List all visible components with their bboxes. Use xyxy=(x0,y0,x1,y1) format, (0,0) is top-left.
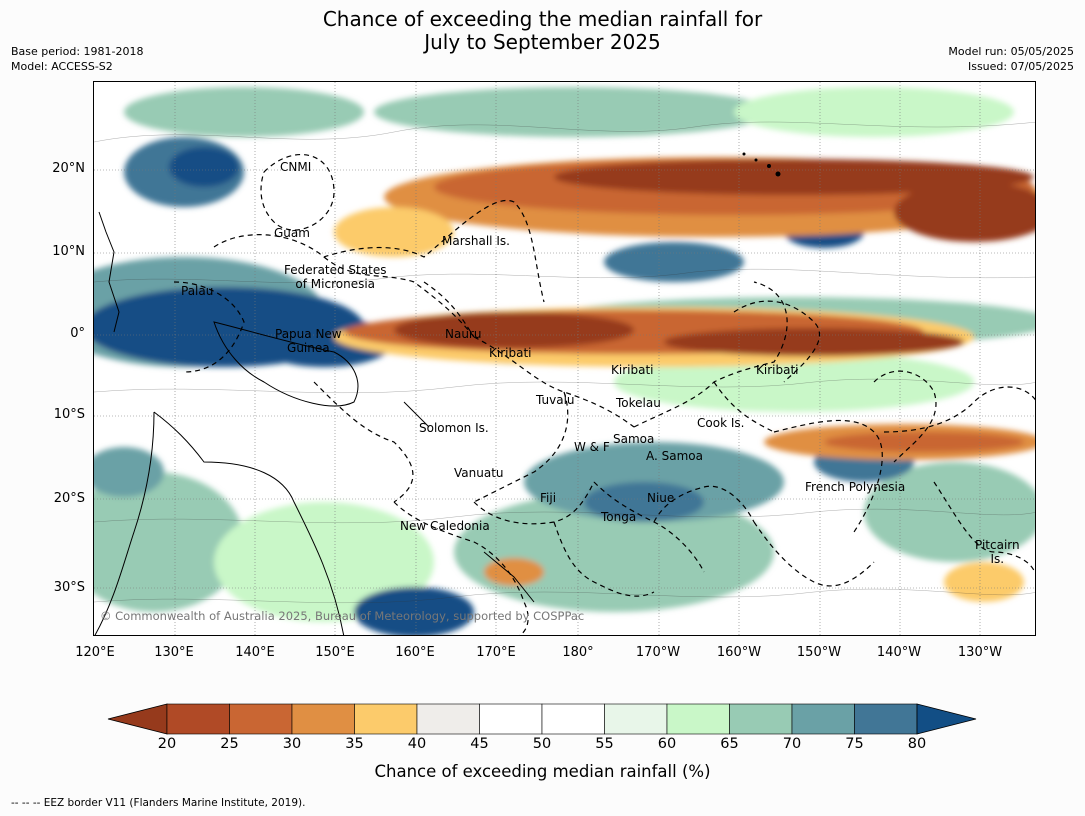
colorbar-extension-low xyxy=(107,703,168,735)
eez-footnote: -- -- -- EEZ border V11 (Flanders Marine… xyxy=(11,797,306,809)
colorbar-segment xyxy=(354,703,418,735)
colorbar-tick-label: 65 xyxy=(720,736,739,752)
label-marshall-islands: Marshall Is. xyxy=(442,234,510,248)
lon-tick-170e: 170°E xyxy=(476,645,516,660)
colorbar-segment xyxy=(604,703,668,735)
label-solomon-islands: Solomon Is. xyxy=(419,421,489,435)
label-wallis-futuna: W & F xyxy=(574,440,610,454)
colorbar xyxy=(107,703,977,735)
label-vanuatu: Vanuatu xyxy=(454,466,504,480)
graticule xyxy=(94,82,1035,635)
copyright-notice: © Commonwealth of Australia 2025, Bureau… xyxy=(100,609,585,623)
colorbar-tick-label: 45 xyxy=(470,736,489,752)
label-new-caledonia: New Caledonia xyxy=(400,519,490,533)
lat-tick-10n: 10°N xyxy=(52,244,85,259)
colorbar-segment xyxy=(729,703,793,735)
title-line-1: Chance of exceeding the median rainfall … xyxy=(322,7,763,31)
lon-tick-160w: 160°W xyxy=(716,645,762,660)
label-pitcairn: Pitcairn Is. xyxy=(975,538,1020,566)
colorbar-segment xyxy=(854,703,918,735)
lat-tick-30s: 30°S xyxy=(53,580,85,595)
colorbar-segment xyxy=(291,703,355,735)
colorbar-tick-label: 30 xyxy=(282,736,302,752)
map-title: Chance of exceeding the median rainfall … xyxy=(0,8,1085,54)
model-run: Model run: 05/05/2025 xyxy=(948,45,1074,58)
label-cnmi: CNMI xyxy=(280,160,312,174)
lon-tick-180: 180° xyxy=(562,645,594,660)
label-kiribati-east: Kiribati xyxy=(756,363,799,377)
label-palau: Palau xyxy=(181,284,214,298)
colorbar-tick-label: 35 xyxy=(345,736,364,752)
label-png-line2: Guinea xyxy=(287,341,330,355)
label-nauru: Nauru xyxy=(445,327,482,341)
colorbar-tick-label: 70 xyxy=(782,736,802,752)
label-tuvalu: Tuvalu xyxy=(536,393,575,407)
eez-borders xyxy=(173,154,1035,635)
colorbar-segment xyxy=(479,703,543,735)
colorbar-segments xyxy=(107,703,977,735)
colorbar-segment xyxy=(791,703,855,735)
label-cook-islands: Cook Is. xyxy=(697,416,745,430)
lon-tick-130w: 130°W xyxy=(957,645,1003,660)
issued-date: Issued: 07/05/2025 xyxy=(967,60,1074,73)
label-american-samoa: A. Samoa xyxy=(646,449,703,463)
map-canvas xyxy=(94,82,1035,635)
colorbar-tick-label: 40 xyxy=(407,736,427,752)
title-line-2: July to September 2025 xyxy=(424,30,661,54)
label-guam: Guam xyxy=(274,226,310,240)
label-png-line1: Papua New xyxy=(275,327,342,341)
lon-tick-160e: 160°E xyxy=(395,645,435,660)
label-samoa: Samoa xyxy=(613,432,655,446)
meta-right: Model run: 05/05/2025 Issued: 07/05/2025 xyxy=(948,44,1074,74)
label-pitcairn-line1: Pitcairn xyxy=(975,538,1020,552)
label-fsm-line1: Federated States xyxy=(284,263,387,277)
label-french-polynesia: French Polynesia xyxy=(805,480,906,494)
lon-tick-120e: 120°E xyxy=(75,645,115,660)
colorbar-tick-label: 60 xyxy=(657,736,677,752)
label-tokelau: Tokelau xyxy=(616,396,661,410)
colorbar-tick-label: 75 xyxy=(845,736,864,752)
lon-tick-140w: 140°W xyxy=(876,645,922,660)
label-pitcairn-line2: Is. xyxy=(990,552,1005,566)
lat-tick-10s: 10°S xyxy=(53,407,85,422)
rainfall-map: CNMI Guam Marshall Is. Federated States … xyxy=(93,81,1036,636)
coastlines xyxy=(94,211,535,635)
lon-tick-150e: 150°E xyxy=(315,645,355,660)
label-tonga: Tonga xyxy=(601,510,637,524)
label-fsm: Federated States of Micronesia xyxy=(284,263,386,291)
model-name: Model: ACCESS-S2 xyxy=(11,60,113,73)
lon-tick-150w: 150°W xyxy=(796,645,842,660)
lat-tick-20n: 20°N xyxy=(52,161,85,176)
label-kiribati-central: Kiribati xyxy=(611,363,654,377)
lon-tick-170w: 170°W xyxy=(635,645,681,660)
colorbar-tick-label: 20 xyxy=(157,736,177,752)
lon-tick-130e: 130°E xyxy=(154,645,194,660)
label-png: Papua New Guinea xyxy=(275,327,342,355)
rainfall-anomaly-fields xyxy=(94,87,1035,635)
base-period: Base period: 1981-2018 xyxy=(11,45,144,58)
lat-tick-0: 0° xyxy=(70,326,85,341)
label-niue: Niue xyxy=(647,491,675,505)
colorbar-segment xyxy=(229,703,293,735)
meta-left: Base period: 1981-2018 Model: ACCESS-S2 xyxy=(11,44,143,74)
colorbar-tick-label: 80 xyxy=(907,736,927,752)
colorbar-tick-label: 50 xyxy=(532,736,552,752)
lon-tick-140e: 140°E xyxy=(235,645,275,660)
colorbar-tick-label: 55 xyxy=(595,736,614,752)
colorbar-segment xyxy=(166,703,230,735)
lat-tick-20s: 20°S xyxy=(53,491,85,506)
colorbar-tick-label: 25 xyxy=(220,736,239,752)
hawaii-islands xyxy=(742,152,781,177)
colorbar-title: Chance of exceeding median rainfall (%) xyxy=(374,762,711,781)
label-fiji: Fiji xyxy=(540,491,557,505)
label-kiribati-west: Kiribati xyxy=(489,346,532,360)
contour-lines xyxy=(94,121,1035,604)
label-fsm-line2: of Micronesia xyxy=(295,277,376,291)
colorbar-segment xyxy=(416,703,480,735)
colorbar-segment xyxy=(541,703,605,735)
colorbar-extension-high xyxy=(916,703,977,735)
colorbar-segment xyxy=(666,703,730,735)
